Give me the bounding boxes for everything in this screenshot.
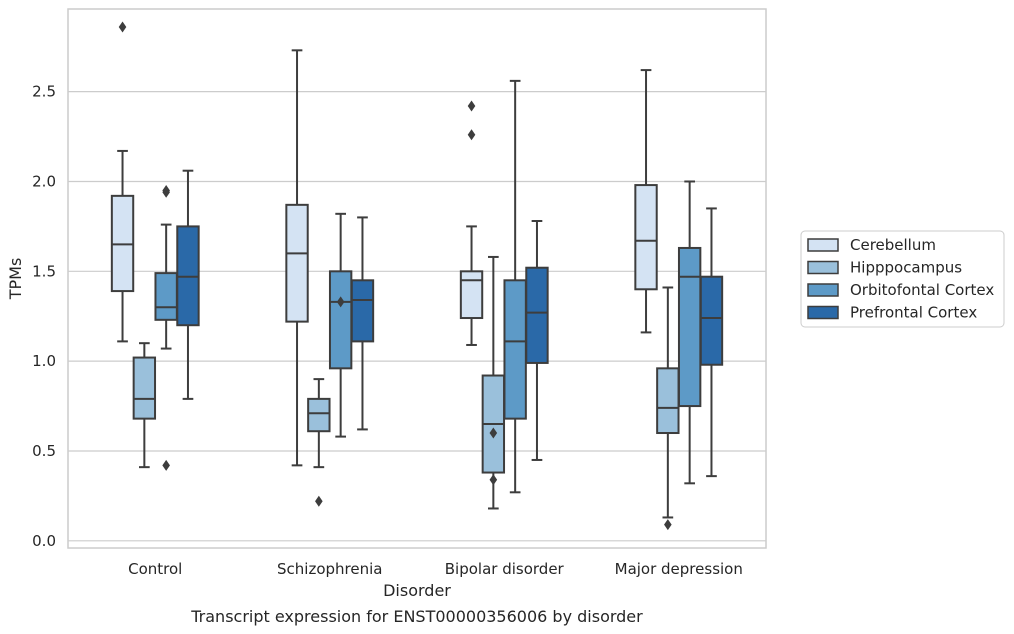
box-3-0 [634,69,658,334]
box-iqr [154,272,178,321]
outlier-point [467,100,476,112]
box-0-0 [110,21,135,343]
y-tick-label: 2.5 [32,83,56,101]
y-axis-ticks: 0.0 0.5 1.0 1.5 2.0 2.5 [32,83,56,550]
x-axis-ticks: Control Schizophrenia Bipolar disorder Majo… [128,560,743,578]
box-iqr [525,266,549,364]
outlier-point [489,427,498,439]
x-tick-label: Major depression [615,560,743,578]
box-iqr [656,367,680,435]
legend: Cerebellum Hipppocampus Orbitofontal Corte… [800,230,1005,328]
outlier-point [664,519,672,531]
outlier-point [467,129,476,141]
legend-swatch [807,260,839,275]
y-tick-label: 1.5 [32,262,56,280]
outlier-point [315,495,323,507]
y-tick-label: 1.0 [32,352,56,370]
legend-label: Prefrontal Cortex [850,304,977,322]
figure-caption: Transcript expression for ENST0000035600… [190,607,643,626]
box-iqr [634,184,658,291]
outlier-point [336,296,345,308]
box-iqr [285,203,309,323]
box-3-2 [677,180,702,485]
y-tick-label: 2.0 [32,172,56,190]
x-tick-label: Schizophrenia [277,560,382,578]
box-iqr [307,397,331,433]
box-iqr [459,270,484,320]
legend-label: Orbitofontal Cortex [850,281,994,299]
box-0-1 [132,342,157,469]
box-iqr [503,279,527,420]
legend-swatch [807,283,839,297]
box-0-2 [154,184,178,471]
box-iqr [677,246,702,408]
legend-label: Cerebellum [850,236,936,254]
legend-swatch [807,305,839,320]
box-3-3 [699,207,724,478]
box-iqr [328,270,353,370]
box-iqr [699,275,724,366]
plot-boxes [110,21,724,531]
legend-swatch [807,238,839,252]
box-2-3 [525,220,549,461]
outlier-point [118,21,127,33]
box-iqr [350,279,375,343]
legend-label: Hipppocampus [850,259,962,277]
box-2-2 [503,79,527,494]
plot-frame [67,8,767,549]
outlier-point [489,474,498,486]
box-2-1 [481,255,506,510]
y-tick-label: 0.0 [32,532,56,550]
x-tick-label: Bipolar disorder [445,560,565,578]
box-iqr [132,356,157,420]
legend-frame [800,230,1005,328]
box-0-3 [176,169,200,400]
box-1-1 [307,378,331,507]
y-axis-label: TPMs [6,258,25,301]
x-axis-label: Disorder [383,581,451,600]
outlier-point [162,186,170,198]
box-3-1 [656,286,680,531]
box-1-2 [328,212,353,438]
box-2-0 [459,100,484,346]
box-1-0 [285,49,309,467]
outlier-point [162,459,170,471]
box-1-3 [350,216,375,431]
y-tick-label: 0.5 [32,442,56,460]
x-tick-label: Control [128,560,182,578]
